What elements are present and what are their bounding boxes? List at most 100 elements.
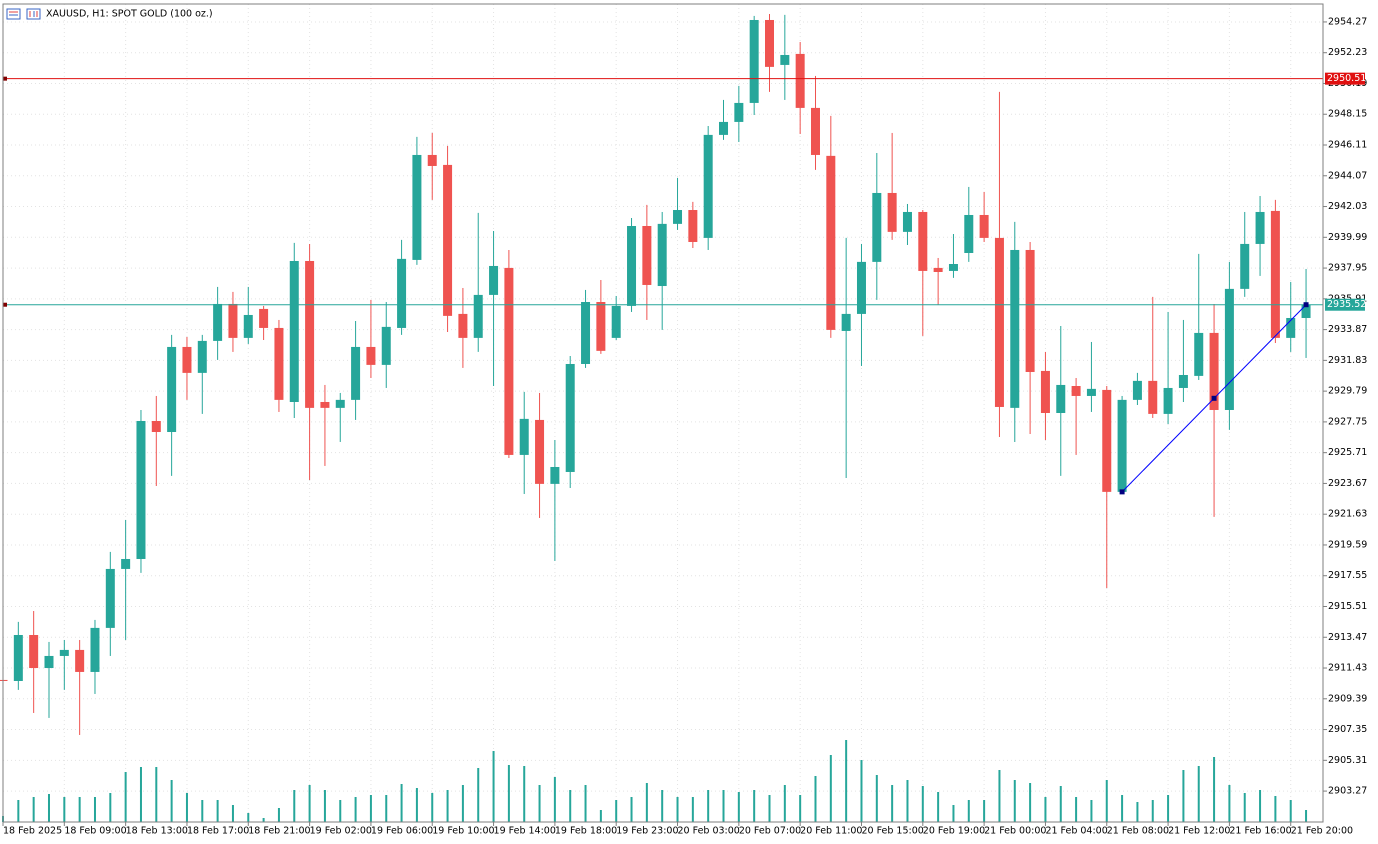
candle-body xyxy=(473,294,483,338)
volume-bar xyxy=(400,784,403,822)
candle-body xyxy=(167,346,177,433)
x-tick-label: 19 Feb 23:00 xyxy=(616,826,678,837)
volume-bar xyxy=(676,797,679,822)
volume-bar xyxy=(1090,800,1093,822)
candle-body xyxy=(1270,210,1280,338)
volume-bar xyxy=(1213,757,1216,822)
x-tick-label: 20 Feb 07:00 xyxy=(739,826,801,837)
candle-body xyxy=(673,210,683,224)
x-tick-label: 19 Feb 06:00 xyxy=(371,826,433,837)
volume-bar xyxy=(1059,786,1062,822)
volume-bar xyxy=(845,740,848,822)
volume-bar xyxy=(1044,797,1047,822)
volume-bar xyxy=(1121,795,1124,822)
candle-body xyxy=(427,154,437,166)
volume-bar xyxy=(783,785,786,822)
candle-body xyxy=(1071,386,1081,396)
x-tick-label: 19 Feb 14:00 xyxy=(494,826,556,837)
candle-body xyxy=(872,192,882,262)
candle-body xyxy=(535,419,545,484)
candle-body xyxy=(1086,388,1096,396)
volume-bar xyxy=(247,813,250,822)
x-tick-label: 18 Feb 09:00 xyxy=(64,826,126,837)
chart-title: XAUUSD, H1: SPOT GOLD (100 oz.) xyxy=(46,9,213,20)
candle-body xyxy=(1163,387,1173,414)
y-tick-label: 2952.23 xyxy=(1328,47,1367,58)
candle-body xyxy=(504,267,514,455)
axis-layer: 2903.27 2905.31 2907.35 2909.39 2911.43 2913.… xyxy=(2,16,1367,837)
y-tick-label: 2954.27 xyxy=(1328,16,1367,27)
overlay-layer xyxy=(3,76,1323,495)
candle-body xyxy=(305,260,315,408)
candle-body xyxy=(397,258,407,328)
y-tick-label: 2903.27 xyxy=(1328,786,1367,797)
x-tick-label: 21 Feb 04:00 xyxy=(1045,826,1107,837)
volume-bar xyxy=(369,795,372,822)
volume-bar xyxy=(584,785,587,822)
candle-body xyxy=(228,303,238,338)
candle-body xyxy=(581,302,591,364)
volume-bar xyxy=(1197,766,1200,822)
candle-body xyxy=(105,568,115,628)
candle-body xyxy=(44,655,54,669)
volume-bar xyxy=(201,800,204,822)
y-tick-label: 2915.51 xyxy=(1328,601,1367,612)
volume-bar xyxy=(308,785,311,822)
volume-bar xyxy=(829,755,832,822)
x-tick-label: 18 Feb 2025 xyxy=(3,826,62,837)
candle-body xyxy=(749,19,759,103)
candle-body xyxy=(1117,399,1127,492)
price-line-end xyxy=(3,76,7,81)
candle-body xyxy=(90,627,100,672)
volume-bar xyxy=(937,792,940,822)
candle-body xyxy=(274,327,284,400)
volume-bar xyxy=(661,790,664,822)
volume-bar xyxy=(185,793,188,822)
candle-body xyxy=(1010,249,1020,408)
y-tick-label: 2917.55 xyxy=(1328,570,1367,581)
y-tick-label: 2911.43 xyxy=(1328,663,1367,674)
candle-body xyxy=(765,19,774,67)
candle-body xyxy=(1301,304,1311,318)
candle-body xyxy=(565,363,575,472)
volume-bar xyxy=(998,770,1001,822)
volume-layer xyxy=(2,740,1308,822)
candle-body xyxy=(366,346,376,365)
candle-body xyxy=(1224,288,1234,410)
volume-bar xyxy=(538,785,541,822)
candle-body xyxy=(0,679,8,681)
volume-bar xyxy=(262,818,265,822)
y-tick-label: 2905.31 xyxy=(1328,755,1367,766)
volume-bar xyxy=(860,760,863,822)
volume-bar xyxy=(492,751,495,822)
candle-body xyxy=(121,558,131,569)
candle-body xyxy=(1286,317,1296,338)
y-tick-label: 2931.83 xyxy=(1328,355,1367,366)
volume-bar xyxy=(891,785,894,822)
volume-bar xyxy=(1167,795,1170,822)
x-tick-label: 18 Feb 17:00 xyxy=(187,826,249,837)
x-tick-label: 18 Feb 21:00 xyxy=(248,826,310,837)
volume-bar xyxy=(1228,785,1231,822)
volume-bar xyxy=(983,800,986,822)
y-tick-label: 2933.87 xyxy=(1328,324,1367,335)
x-tick-label: 20 Feb 03:00 xyxy=(678,826,740,837)
y-tick-label: 2946.11 xyxy=(1328,140,1367,151)
candle-body xyxy=(979,214,989,238)
volume-bar xyxy=(216,800,219,822)
volume-bar xyxy=(47,794,50,822)
candle-body xyxy=(1194,332,1204,376)
candle-body xyxy=(197,340,207,373)
candle-body xyxy=(443,164,453,316)
candle-body xyxy=(289,260,299,402)
y-tick-label: 2929.79 xyxy=(1328,386,1367,397)
volume-bar xyxy=(293,790,296,822)
volume-bar xyxy=(124,772,127,822)
volume-bar xyxy=(461,785,464,822)
x-tick-label: 18 Feb 13:00 xyxy=(126,826,188,837)
candle-body xyxy=(810,107,820,155)
x-tick-label: 19 Feb 10:00 xyxy=(432,826,494,837)
candle-body xyxy=(489,265,499,295)
candle-body xyxy=(994,237,1004,407)
